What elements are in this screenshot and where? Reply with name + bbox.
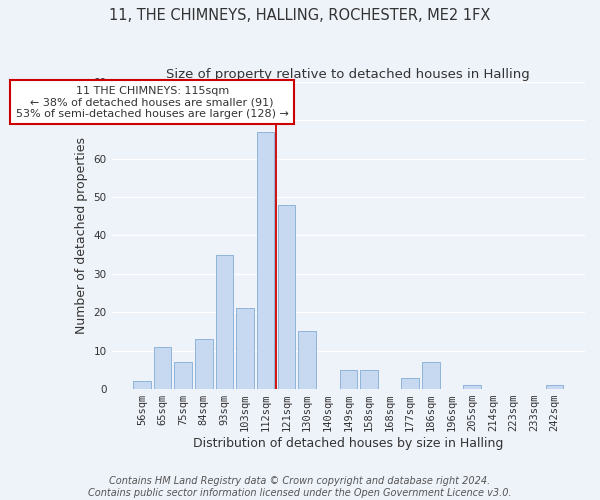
Bar	[278, 204, 295, 389]
X-axis label: Distribution of detached houses by size in Halling: Distribution of detached houses by size …	[193, 437, 503, 450]
Bar	[133, 382, 151, 389]
Bar	[154, 347, 171, 389]
Text: 11 THE CHIMNEYS: 115sqm
← 38% of detached houses are smaller (91)
53% of semi-de: 11 THE CHIMNEYS: 115sqm ← 38% of detache…	[16, 86, 289, 118]
Bar	[546, 385, 563, 389]
Bar	[195, 339, 212, 389]
Y-axis label: Number of detached properties: Number of detached properties	[75, 137, 88, 334]
Bar	[215, 254, 233, 389]
Text: Contains HM Land Registry data © Crown copyright and database right 2024.
Contai: Contains HM Land Registry data © Crown c…	[88, 476, 512, 498]
Bar	[340, 370, 357, 389]
Bar	[257, 132, 274, 389]
Bar	[401, 378, 419, 389]
Bar	[175, 362, 192, 389]
Bar	[360, 370, 377, 389]
Bar	[298, 332, 316, 389]
Bar	[463, 385, 481, 389]
Bar	[236, 308, 254, 389]
Title: Size of property relative to detached houses in Halling: Size of property relative to detached ho…	[166, 68, 530, 80]
Text: 11, THE CHIMNEYS, HALLING, ROCHESTER, ME2 1FX: 11, THE CHIMNEYS, HALLING, ROCHESTER, ME…	[109, 8, 491, 22]
Bar	[422, 362, 440, 389]
